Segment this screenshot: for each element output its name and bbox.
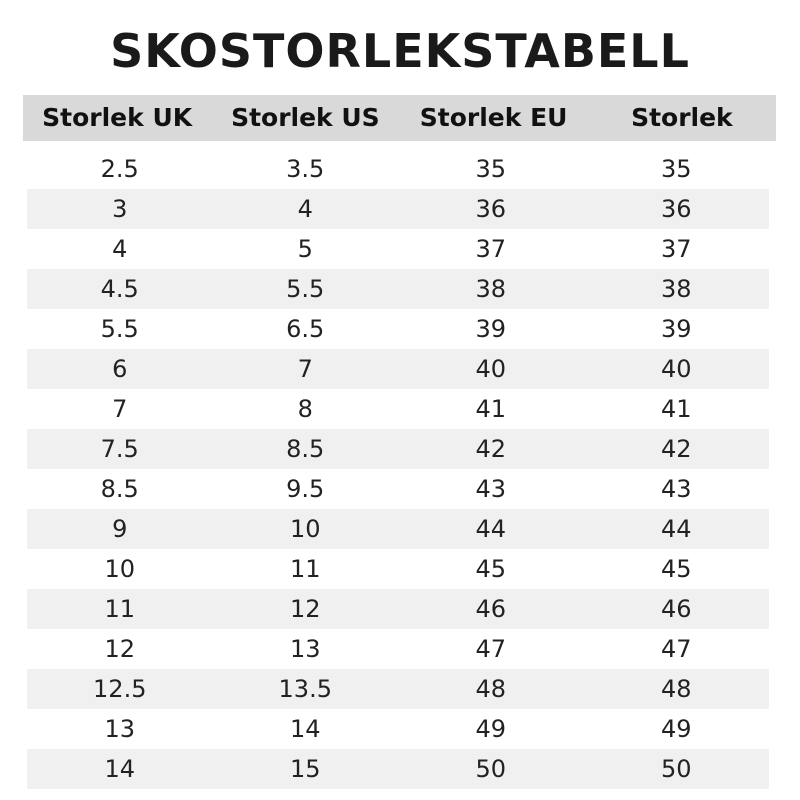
table-cell: 42 [475,435,507,463]
table-cell: 4.5 [100,275,139,303]
table-cell: 42 [660,435,692,463]
table-cell: 14 [104,755,136,783]
table-cell: 6.5 [286,315,325,343]
table-cell: 39 [660,315,692,343]
table-row: 4 5 37 37 [27,229,769,269]
table-cell: 4 [112,235,128,263]
header-eu: Storlek EU [419,103,568,132]
table-cell: 7 [297,355,313,383]
table-row: 7 8 41 41 [27,389,769,429]
table-cell: 12 [289,595,321,623]
table-cell: 11 [104,595,136,623]
table-cell: 14 [289,715,321,743]
table-cell: 36 [475,195,507,223]
table-cell: 40 [660,355,692,383]
table-row: 4.5 5.5 38 38 [27,269,769,309]
table-cell: 35 [475,155,507,183]
table-cell: 41 [660,395,692,423]
table-cell: 7 [112,395,128,423]
table-header: Storlek UK Storlek US Storlek EU Storlek [23,95,776,141]
table-cell: 35 [660,155,692,183]
table-cell: 48 [660,675,692,703]
table-cell: 10 [289,515,321,543]
table-cell: 12.5 [93,675,147,703]
table-cell: 6 [112,355,128,383]
table-row: 6 7 40 40 [27,349,769,389]
table-cell: 9.5 [286,475,325,503]
table-cell: 39 [475,315,507,343]
table-cell: 13 [104,715,136,743]
table-cell: 9 [112,515,128,543]
header-uk: Storlek UK [42,103,193,132]
table-cell: 46 [475,595,507,623]
table-cell: 2.5 [100,155,139,183]
table-row: 8.5 9.5 43 43 [27,469,769,509]
page-title: SKOSTORLEKSTABELL [110,24,690,78]
table-cell: 38 [475,275,507,303]
table-cell: 3.5 [286,155,325,183]
table-row: 12 13 47 47 [27,629,769,669]
table-cell: 43 [475,475,507,503]
table-cell: 44 [475,515,507,543]
table-cell: 36 [660,195,692,223]
table-cell: 38 [660,275,692,303]
table-cell: 37 [660,235,692,263]
table-cell: 47 [660,635,692,663]
table-cell: 50 [660,755,692,783]
table-row: 11 12 46 46 [27,589,769,629]
table-cell: 45 [660,555,692,583]
table-cell: 49 [660,715,692,743]
table-cell: 43 [660,475,692,503]
header-us: Storlek US [231,103,380,132]
table-row: 5.5 6.5 39 39 [27,309,769,349]
table-body: 2.5 3.5 35 35 3 4 36 36 4 5 37 37 4.5 5.5 38 38 5.5 6.5 39… [27,149,769,789]
table-cell: 13 [289,635,321,663]
table-row: 9 10 44 44 [27,509,769,549]
table-cell: 46 [660,595,692,623]
table-row: 12.5 13.5 48 48 [27,669,769,709]
table-cell: 4 [297,195,313,223]
table-cell: 11 [289,555,321,583]
table-cell: 45 [475,555,507,583]
table-cell: 5 [297,235,313,263]
table-cell: 3 [112,195,128,223]
table-cell: 12 [104,635,136,663]
table-cell: 40 [475,355,507,383]
table-cell: 15 [289,755,321,783]
table-cell: 48 [475,675,507,703]
table-cell: 37 [475,235,507,263]
table-row: 13 14 49 49 [27,709,769,749]
table-row: 14 15 50 50 [27,749,769,789]
table-cell: 5.5 [100,315,139,343]
table-cell: 47 [475,635,507,663]
table-cell: 44 [660,515,692,543]
table-row: 3 4 36 36 [27,189,769,229]
table-cell: 8.5 [100,475,139,503]
table-cell: 5.5 [286,275,325,303]
table-row: 10 11 45 45 [27,549,769,589]
table-row: 2.5 3.5 35 35 [27,149,769,189]
table-cell: 8.5 [286,435,325,463]
table-cell: 50 [475,755,507,783]
table-cell: 41 [475,395,507,423]
table-cell: 13.5 [278,675,332,703]
table-cell: 7.5 [100,435,139,463]
table-cell: 10 [104,555,136,583]
table-cell: 49 [475,715,507,743]
table-cell: 8 [297,395,313,423]
table-row: 7.5 8.5 42 42 [27,429,769,469]
header-size: Storlek [631,103,733,132]
